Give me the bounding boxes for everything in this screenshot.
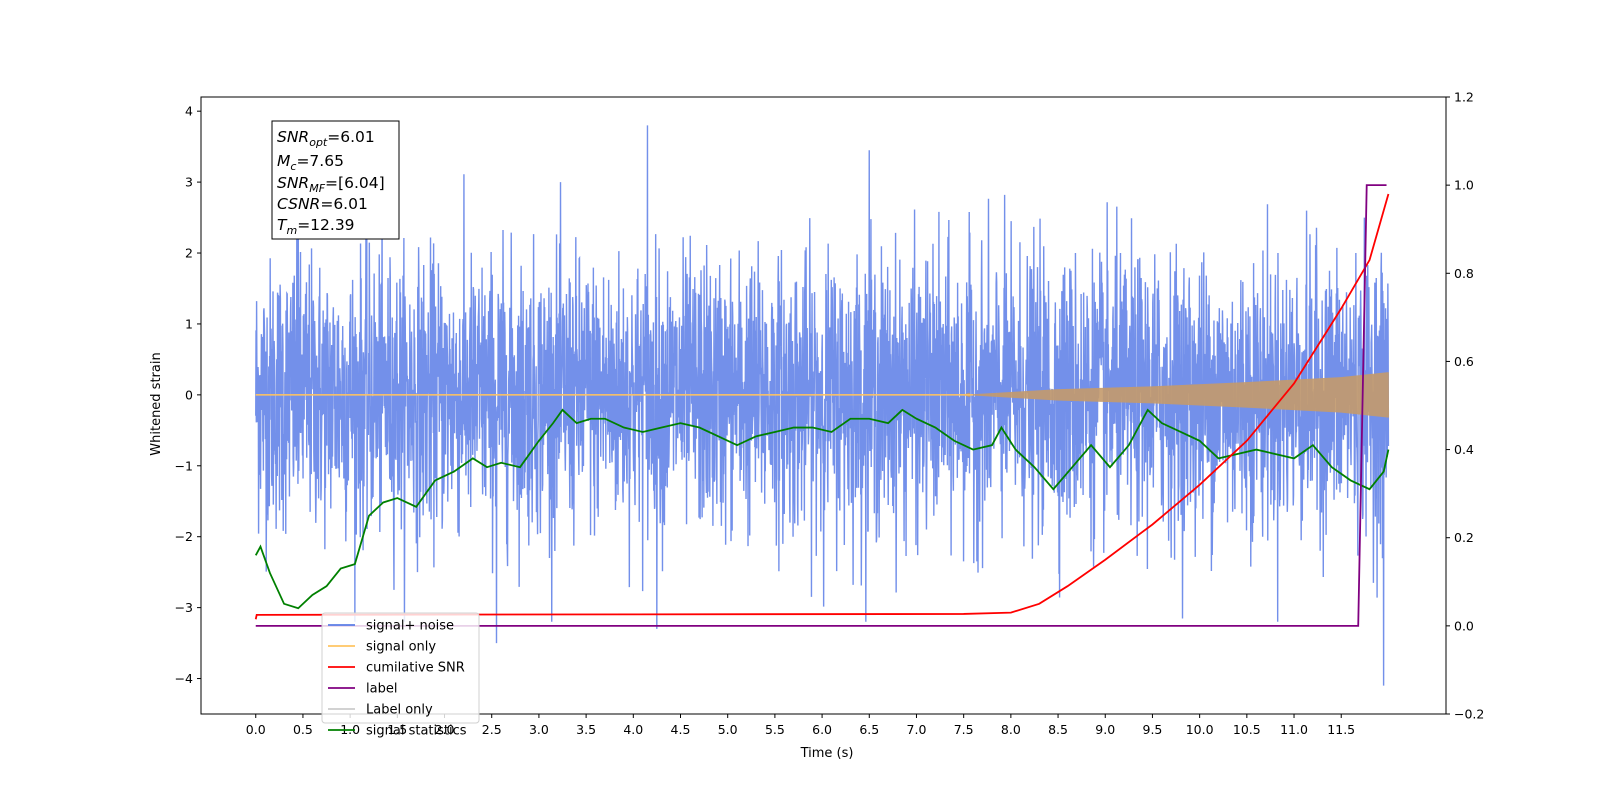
y2-tick-label: 1.0 (1454, 178, 1474, 193)
legend-label: signal statistics (366, 724, 467, 739)
x-tick-label: 0.5 (293, 722, 313, 737)
y-tick-label: 2 (185, 246, 193, 261)
legend-frame (321, 612, 480, 724)
series-layer (254, 125, 1390, 686)
y-tick-label: −4 (175, 671, 193, 686)
legend-label: signal only (366, 640, 436, 655)
x-tick-label: 7.5 (954, 722, 974, 737)
x-tick-label: 11.5 (1327, 722, 1355, 737)
y-axis-ticks: 4 3 2 1 0 −1 −2 −3 −4 (175, 104, 201, 686)
x-tick-label: 11.0 (1280, 722, 1308, 737)
annotation-frame (271, 120, 400, 240)
annotation-box: SNRopt=6.01 Mc=7.65 SNRMF=[6.04] CSNR=6.… (271, 120, 400, 240)
y-tick-label: 4 (185, 104, 193, 119)
y2-tick-label: −0.2 (1454, 707, 1484, 722)
plot-content (254, 125, 1390, 686)
x-tick-label: 6.5 (859, 722, 879, 737)
x-tick-label: 3.5 (576, 722, 596, 737)
x-tick-label: 1.5 (387, 722, 407, 737)
y2-tick-label: 0.0 (1454, 618, 1474, 633)
x-tick-label: 10.0 (1186, 722, 1214, 737)
plot-border (200, 96, 1447, 715)
annotation-tm: Tm=12.39 (277, 216, 355, 237)
x-tick-label: 0.0 (246, 722, 266, 737)
x-tick-label: 5.5 (765, 722, 785, 737)
y2-tick-label: 0.2 (1454, 530, 1474, 545)
x-tick-label: 2.0 (435, 722, 455, 737)
y-tick-label: 0 (185, 387, 193, 402)
x-tick-label: 5.0 (718, 722, 738, 737)
y-tick-label: 3 (185, 175, 193, 190)
x-tick-label: 3.0 (529, 722, 549, 737)
x-tick-label: 9.0 (1095, 722, 1115, 737)
annotation-snr-mf: SNRMF=[6.04] (277, 174, 385, 195)
x-tick-label: 8.5 (1048, 722, 1068, 737)
annotation-snr-opt: SNRopt=6.01 (277, 128, 375, 149)
y2-tick-label: 1.2 (1454, 90, 1474, 105)
series-signal-statistics (254, 408, 1390, 610)
x-tick-label: 7.0 (907, 722, 927, 737)
x-tick-label: 4.5 (671, 722, 691, 737)
series-label (255, 184, 1387, 627)
y2-tick-label: 0.4 (1454, 442, 1474, 457)
annotation-csnr: CSNR=6.01 (277, 195, 368, 213)
y2-tick-label: 0.8 (1454, 266, 1474, 281)
x-tick-label: 10.5 (1233, 722, 1261, 737)
legend-label: cumilative SNR (366, 661, 465, 676)
y-tick-label: −3 (175, 600, 193, 615)
legend-label: label (366, 682, 397, 697)
y-tick-label: −2 (175, 529, 193, 544)
series-signal-noise (255, 125, 1390, 686)
x-tick-label: 4.0 (623, 722, 643, 737)
y2-tick-label: 0.6 (1454, 354, 1474, 369)
x-tick-label: 8.0 (1001, 722, 1021, 737)
legend: signal+ noise signal only cumilative SNR la… (321, 612, 480, 739)
x-axis-label: Time (s) (800, 746, 854, 761)
axes-frame (200, 96, 1447, 715)
x-tick-label: 9.5 (1143, 722, 1163, 737)
y-axis-label: Whitened strain (149, 352, 164, 455)
y-tick-label: −1 (175, 458, 193, 473)
series-cumulative-snr (254, 193, 1390, 620)
annotation-mc: Mc=7.65 (277, 152, 344, 173)
x-tick-label: 2.5 (482, 722, 502, 737)
y-tick-label: 1 (185, 316, 193, 331)
legend-label: Label only (366, 703, 433, 718)
legend-label: signal+ noise (366, 619, 454, 634)
x-tick-label: 6.0 (812, 722, 832, 737)
y2-axis-ticks: 1.2 1.0 0.8 0.6 0.4 0.2 0.0 −0.2 (1446, 90, 1484, 722)
